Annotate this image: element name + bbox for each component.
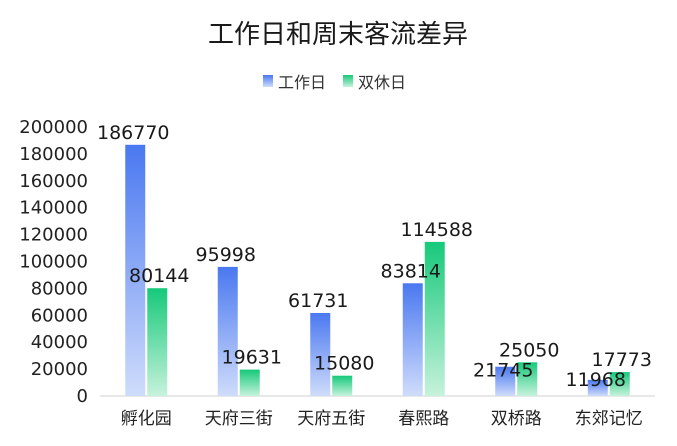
y-tick-label: 40000: [31, 332, 88, 353]
x-tick-label: 双桥路: [491, 409, 542, 429]
x-tick-label: 东郊记忆: [575, 409, 643, 429]
bar-weekday: [217, 266, 238, 396]
data-label-weekday: 11968: [566, 369, 626, 391]
y-tick-label: 120000: [19, 225, 88, 246]
data-label-weekday: 61731: [288, 290, 348, 312]
bar-weekend: [424, 241, 445, 396]
x-tick-label: 天府五街: [297, 409, 365, 429]
bar-weekday: [310, 312, 331, 396]
data-label-weekday: 21745: [473, 359, 533, 381]
data-label-weekend: 17773: [592, 349, 652, 371]
data-label-weekend: 15080: [314, 353, 374, 375]
x-tick-label: 春熙路: [398, 409, 449, 429]
y-tick-label: 160000: [19, 171, 88, 192]
data-label-weekday: 95998: [196, 244, 256, 266]
y-axis: 0 20000 40000 60000 80000 100000 120000 140000 1…: [19, 117, 88, 407]
data-labels: 186770 80144 95998 19631 61731 15080 83814 1145…: [97, 122, 652, 391]
data-label-weekend: 25050: [499, 339, 559, 361]
bar-weekend: [147, 288, 168, 396]
bar-weekday: [402, 283, 423, 396]
y-tick-label: 0: [77, 386, 88, 407]
y-tick-label: 180000: [19, 144, 88, 165]
x-tick-label: 天府三街: [205, 409, 273, 429]
chart-title: 工作日和周末客流差异: [208, 20, 468, 50]
data-label-weekend: 114588: [400, 219, 473, 241]
data-label-weekend: 19631: [222, 347, 282, 369]
data-label-weekday: 186770: [97, 122, 170, 144]
bar-weekend: [517, 362, 538, 396]
y-tick-label: 100000: [19, 252, 88, 273]
legend-swatch-weekday: [263, 75, 273, 87]
bar-weekend: [239, 369, 260, 396]
y-tick-label: 80000: [31, 278, 88, 299]
y-tick-label: 140000: [19, 198, 88, 219]
legend-swatch-weekend: [343, 75, 353, 87]
x-tick-label: 孵化园: [121, 409, 172, 429]
x-axis: 孵化园 天府三街 天府五街 春熙路 双桥路 东郊记忆: [121, 409, 643, 429]
data-label-weekend: 80144: [129, 265, 189, 287]
bar-weekday: [587, 379, 608, 396]
bar-weekend: [609, 372, 630, 396]
bars: [125, 144, 630, 396]
bar-weekday: [125, 144, 146, 396]
y-tick-label: 60000: [31, 305, 88, 326]
legend: 工作日 双休日: [263, 73, 406, 92]
y-tick-label: 20000: [31, 359, 88, 380]
bar-weekday: [495, 366, 516, 396]
data-label-weekday: 83814: [381, 260, 441, 282]
y-tick-label: 200000: [19, 117, 88, 138]
bar-weekend: [332, 375, 353, 396]
legend-label-weekday: 工作日: [278, 73, 326, 92]
legend-label-weekend: 双休日: [358, 73, 406, 92]
